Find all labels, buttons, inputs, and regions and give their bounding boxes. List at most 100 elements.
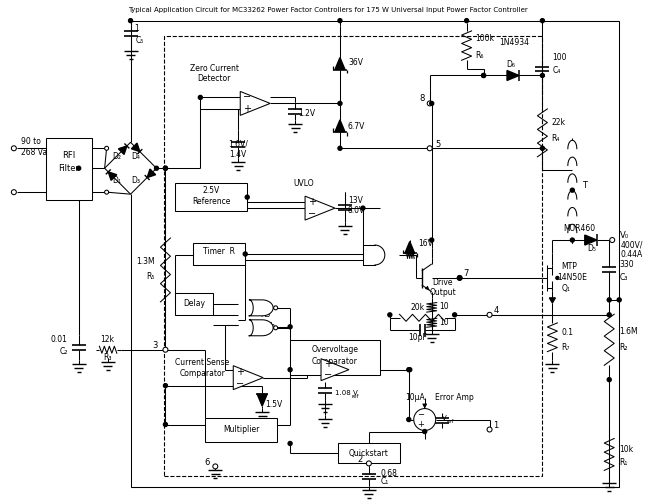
Text: C₂: C₂	[59, 347, 68, 356]
Text: 1: 1	[493, 421, 499, 430]
Text: 2: 2	[357, 455, 363, 464]
Text: −: −	[243, 92, 251, 102]
Text: −: −	[324, 370, 332, 380]
Polygon shape	[249, 300, 273, 316]
Text: 10pF: 10pF	[408, 333, 427, 342]
Text: 3: 3	[152, 341, 158, 350]
Text: 14N50E: 14N50E	[557, 274, 587, 282]
Text: 0.1: 0.1	[561, 328, 574, 337]
Polygon shape	[321, 359, 349, 381]
Bar	[290, 340, 380, 374]
Text: C₄: C₄	[553, 66, 560, 75]
Circle shape	[164, 384, 168, 388]
Text: V₀: V₀	[620, 230, 629, 239]
Polygon shape	[131, 143, 140, 152]
Text: 8.0V: 8.0V	[348, 206, 365, 215]
Text: D₂: D₂	[112, 152, 121, 161]
Text: MTP: MTP	[561, 263, 578, 272]
Text: 6.7V: 6.7V	[348, 122, 365, 131]
Text: T: T	[582, 181, 587, 190]
Bar	[175, 183, 247, 211]
Bar	[46, 138, 92, 200]
Polygon shape	[233, 366, 263, 390]
Polygon shape	[549, 298, 555, 303]
Text: 12k: 12k	[101, 335, 114, 344]
Text: RS: RS	[260, 310, 270, 320]
Text: 1N4934: 1N4934	[499, 38, 530, 47]
Circle shape	[407, 417, 411, 421]
Text: Typical Application Circuit for MC33262 Power Factor Controllers for 175 W Unive: Typical Application Circuit for MC33262 …	[128, 7, 528, 13]
Circle shape	[245, 195, 249, 199]
Circle shape	[338, 19, 342, 23]
Text: 36V: 36V	[348, 58, 363, 67]
Text: +: +	[237, 367, 244, 376]
Circle shape	[361, 206, 365, 210]
Text: 1.2V: 1.2V	[298, 109, 315, 118]
Text: 4: 4	[493, 306, 499, 316]
Text: 100: 100	[553, 53, 567, 62]
Text: 10: 10	[440, 302, 449, 311]
Text: +: +	[417, 420, 424, 429]
Text: 1.3M: 1.3M	[136, 258, 154, 267]
Circle shape	[164, 422, 168, 426]
Circle shape	[274, 326, 278, 330]
Circle shape	[408, 368, 412, 371]
Bar	[338, 444, 400, 463]
Circle shape	[288, 368, 292, 371]
Circle shape	[430, 238, 434, 242]
Circle shape	[164, 166, 168, 170]
Text: V: V	[442, 415, 447, 420]
Circle shape	[458, 276, 462, 280]
Circle shape	[388, 313, 392, 317]
Text: MUR460: MUR460	[563, 224, 595, 232]
Text: Detector: Detector	[198, 74, 231, 83]
Polygon shape	[249, 320, 273, 336]
Text: R₆: R₆	[476, 51, 484, 60]
Bar	[206, 417, 277, 443]
Text: D₃: D₃	[131, 176, 140, 184]
Circle shape	[288, 325, 292, 329]
Bar	[363, 245, 375, 265]
Circle shape	[338, 146, 342, 150]
Bar	[363, 245, 375, 265]
Circle shape	[487, 312, 492, 318]
Circle shape	[11, 190, 16, 195]
Text: 1.6V/: 1.6V/	[229, 140, 248, 149]
Polygon shape	[104, 142, 156, 194]
Text: 0.44A: 0.44A	[620, 250, 643, 260]
Polygon shape	[305, 196, 335, 220]
Circle shape	[541, 146, 545, 150]
Circle shape	[607, 313, 611, 317]
Text: 0.01: 0.01	[51, 335, 68, 344]
Text: Reference: Reference	[192, 197, 231, 206]
Text: 268 Vac: 268 Vac	[21, 148, 51, 157]
Text: 90 to: 90 to	[21, 137, 41, 146]
Circle shape	[164, 166, 168, 170]
Circle shape	[104, 146, 108, 150]
Circle shape	[163, 347, 168, 352]
Circle shape	[288, 442, 292, 446]
Text: D₁: D₁	[112, 176, 121, 184]
Circle shape	[414, 409, 436, 430]
Circle shape	[482, 74, 486, 78]
Text: Delay: Delay	[183, 299, 206, 308]
Text: RFI: RFI	[62, 151, 76, 160]
Bar	[164, 36, 543, 476]
Text: Comparator: Comparator	[179, 369, 225, 378]
Circle shape	[430, 101, 434, 105]
Text: R₇: R₇	[561, 343, 570, 352]
Text: D₅: D₅	[587, 243, 596, 253]
Text: ref: ref	[352, 394, 359, 399]
Circle shape	[104, 190, 108, 194]
Text: Output: Output	[429, 288, 456, 297]
Text: 6: 6	[204, 458, 210, 467]
Polygon shape	[257, 394, 267, 406]
Circle shape	[422, 429, 427, 433]
Circle shape	[154, 166, 158, 170]
Text: 10μA: 10μA	[405, 393, 424, 402]
Circle shape	[427, 101, 432, 106]
Text: 2.5V: 2.5V	[203, 185, 220, 195]
Text: Timer  R: Timer R	[203, 246, 235, 256]
Circle shape	[274, 306, 278, 310]
Text: 16V: 16V	[418, 238, 432, 247]
